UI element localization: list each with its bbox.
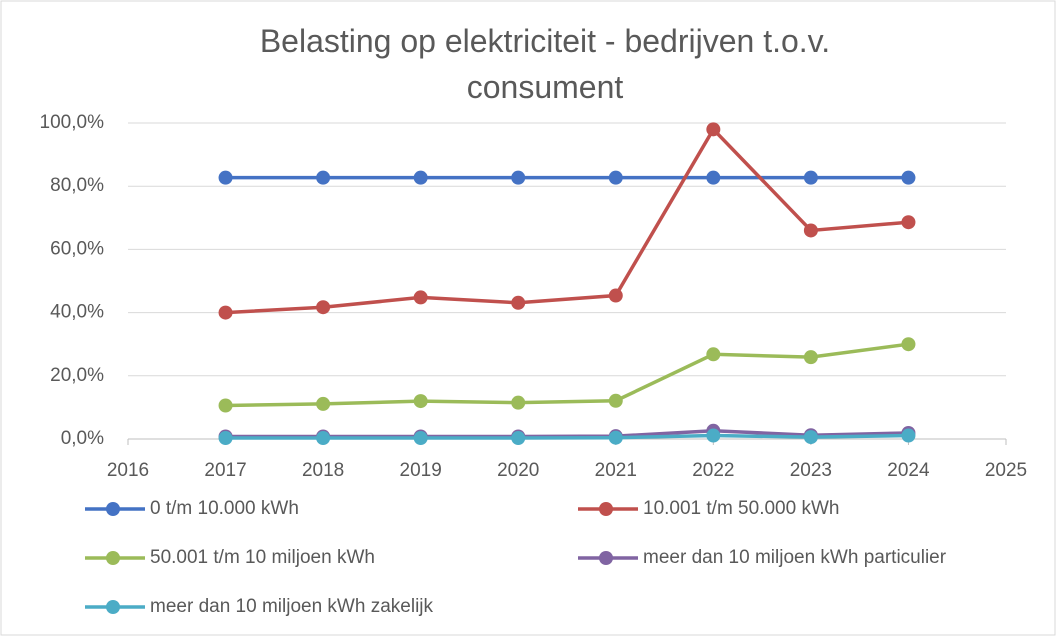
data-point bbox=[608, 288, 623, 303]
x-tick-label: 2018 bbox=[302, 460, 344, 481]
data-point bbox=[511, 395, 526, 410]
y-tick-label: 80,0% bbox=[50, 175, 104, 196]
data-point bbox=[218, 305, 233, 320]
chart-title: Belasting op elektriciteit - bedrijven t… bbox=[259, 23, 831, 105]
y-tick-label: 40,0% bbox=[50, 302, 104, 323]
legend-marker bbox=[106, 551, 120, 565]
data-point bbox=[803, 350, 818, 365]
data-point bbox=[901, 337, 916, 352]
data-point bbox=[803, 430, 818, 445]
data-point bbox=[316, 396, 331, 411]
data-point bbox=[413, 394, 428, 409]
legend-marker bbox=[599, 551, 613, 565]
legend-label: 10.001 t/m 50.000 kWh bbox=[643, 498, 839, 519]
data-point bbox=[803, 223, 818, 238]
data-point bbox=[511, 295, 526, 310]
data-point bbox=[218, 170, 233, 185]
legend-label: 0 t/m 10.000 kWh bbox=[150, 498, 299, 519]
x-tick-label: 2016 bbox=[107, 460, 149, 481]
series-line bbox=[225, 342, 909, 408]
data-point bbox=[608, 393, 623, 408]
legend-label: 50.001 t/m 10 miljoen kWh bbox=[150, 547, 375, 568]
y-tick-label: 100,0% bbox=[40, 112, 105, 133]
x-tick-label: 2019 bbox=[400, 460, 442, 481]
y-tick-label: 20,0% bbox=[50, 365, 104, 386]
data-point bbox=[413, 431, 428, 446]
x-tick-label: 2020 bbox=[497, 460, 539, 481]
x-tick-label: 2024 bbox=[887, 460, 930, 481]
legend-label: meer dan 10 miljoen kWh zakelijk bbox=[150, 596, 434, 617]
data-point bbox=[901, 170, 916, 185]
series-line bbox=[225, 433, 909, 440]
data-point bbox=[511, 170, 526, 185]
data-point bbox=[218, 398, 233, 413]
y-tick-label: 0,0% bbox=[61, 428, 104, 449]
legend-marker bbox=[106, 600, 120, 614]
data-point bbox=[316, 431, 331, 446]
data-point bbox=[316, 170, 331, 185]
data-point bbox=[218, 431, 233, 446]
data-point bbox=[706, 428, 721, 443]
data-point bbox=[706, 122, 721, 137]
data-point bbox=[803, 170, 818, 185]
data-point bbox=[413, 170, 428, 185]
x-tick-label: 2021 bbox=[595, 460, 637, 481]
legend-marker bbox=[599, 502, 613, 516]
data-point bbox=[413, 290, 428, 305]
data-point bbox=[316, 300, 331, 315]
series-line bbox=[225, 126, 909, 315]
x-tick-label: 2025 bbox=[985, 460, 1027, 481]
data-point bbox=[706, 347, 721, 362]
data-point bbox=[706, 170, 721, 185]
legend-marker bbox=[106, 502, 120, 516]
x-tick-label: 2022 bbox=[692, 460, 734, 481]
x-tick-label: 2017 bbox=[204, 460, 246, 481]
legend-label: meer dan 10 miljoen kWh particulier bbox=[643, 547, 947, 568]
x-tick-label: 2023 bbox=[790, 460, 832, 481]
data-point bbox=[608, 430, 623, 445]
data-point bbox=[608, 170, 623, 185]
data-point bbox=[511, 431, 526, 446]
data-point bbox=[901, 428, 916, 443]
data-point bbox=[901, 215, 916, 230]
y-tick-label: 60,0% bbox=[50, 238, 104, 259]
